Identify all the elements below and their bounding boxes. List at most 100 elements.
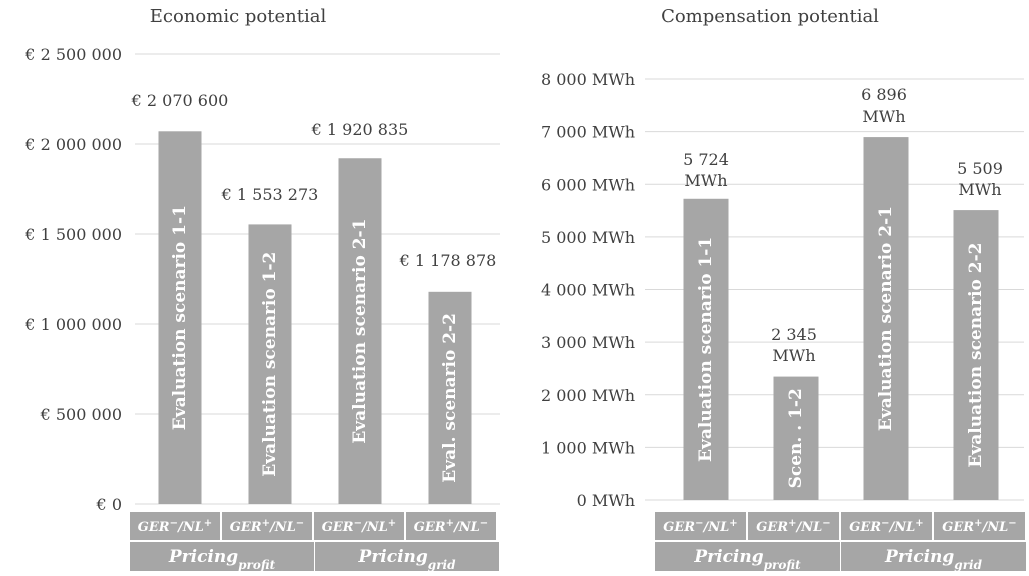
y-tick-label: 0 MWh <box>577 491 635 510</box>
bar <box>158 131 202 505</box>
category-mid: /NL <box>981 520 1009 535</box>
category-box <box>222 512 312 540</box>
category-sup-2: − <box>480 518 488 529</box>
y-tick-label: 6 000 MWh <box>541 175 635 194</box>
data-label-unit: MWh <box>862 107 905 126</box>
category-label: GER−/NL+ <box>138 518 212 536</box>
group-base: Pricing <box>358 547 428 567</box>
group-sub: grid <box>428 558 456 571</box>
data-label: € 2 070 600 <box>131 91 229 110</box>
category-sup-1: − <box>695 518 703 529</box>
data-label-unit: MWh <box>684 171 727 190</box>
category-mid: /NL <box>268 520 296 535</box>
y-tick-label: € 500 000 <box>40 405 122 424</box>
group-box <box>841 542 1026 571</box>
category-box <box>841 512 932 540</box>
group-box <box>130 542 314 571</box>
y-tick-label: € 1 000 000 <box>24 315 122 334</box>
group-box <box>655 542 840 571</box>
category-mid: /NL <box>452 520 480 535</box>
group-label: Pricinggrid <box>358 547 457 571</box>
category-mid: /NL <box>360 520 388 535</box>
y-tick-label: 5 000 MWh <box>541 228 635 247</box>
data-label-unit: MWh <box>772 346 815 365</box>
group-sub: grid <box>954 558 982 571</box>
category-sup-1: + <box>788 518 796 529</box>
category-box <box>130 512 220 540</box>
bar-inner-label: Evaluation scenario 2-1 <box>876 206 896 431</box>
category-sup-1: − <box>354 518 362 529</box>
data-label: € 1 178 878 <box>399 251 497 270</box>
data-label-value: 2 345 <box>771 325 817 344</box>
group-sub: profit <box>238 558 275 571</box>
y-tick-label: € 0 <box>96 495 122 514</box>
bar-inner-label: Evaluation scenario 1-2 <box>260 252 280 477</box>
category-base: GER <box>942 520 974 535</box>
category-label: GER+/NL− <box>414 518 488 536</box>
y-tick-label: 2 000 MWh <box>541 386 635 405</box>
y-tick-label: 8 000 MWh <box>541 70 635 89</box>
chart-economic: Economic potential € 0 € 500 000 € 1 000 00… <box>24 6 500 572</box>
chart-title: Economic potential <box>150 6 327 27</box>
bar <box>953 210 999 501</box>
category-base: GER <box>322 520 354 535</box>
category-label: GER−/NL+ <box>663 518 737 536</box>
category-sup-1: + <box>446 518 454 529</box>
category-sup-2: + <box>204 518 212 529</box>
bar-inner-label: Evaluation scenario 1-1 <box>170 205 190 430</box>
group-base: Pricing <box>884 547 954 567</box>
category-sup-2: + <box>729 518 737 529</box>
category-label: GER+/NL− <box>230 518 304 536</box>
category-label: GER+/NL− <box>756 518 830 536</box>
category-sup-1: + <box>974 518 982 529</box>
category-mid: /NL <box>795 520 823 535</box>
category-base: GER <box>230 520 262 535</box>
category-base: GER <box>663 520 695 535</box>
y-tick-label: € 1 500 000 <box>24 225 122 244</box>
category-mid: /NL <box>176 520 204 535</box>
category-sup-2: − <box>822 518 830 529</box>
category-sup-2: − <box>296 518 304 529</box>
group-base: Pricing <box>693 547 763 567</box>
category-label: GER+/NL− <box>942 518 1016 536</box>
bar <box>428 291 472 504</box>
bar-inner-label: Scen. . 1-2 <box>786 388 806 488</box>
chart-compensation: Compensation potential 0 MWh 1 000 MWh 2 00… <box>541 6 1026 572</box>
y-tick-label: 1 000 MWh <box>541 438 635 457</box>
category-base: GER <box>138 520 170 535</box>
bar-inner-label: Eval. scenario 2-2 <box>440 313 460 483</box>
category-box <box>314 512 404 540</box>
category-box <box>748 512 839 540</box>
group-sub: profit <box>764 558 801 571</box>
category-sup-2: + <box>915 518 923 529</box>
group-base: Pricing <box>168 547 238 567</box>
category-base: GER <box>756 520 788 535</box>
data-label-unit: MWh <box>958 180 1001 199</box>
category-sup-2: − <box>1008 518 1016 529</box>
data-label-value: 5 724 <box>683 150 729 169</box>
group-label: Pricinggrid <box>884 547 983 571</box>
category-base: GER <box>849 520 881 535</box>
category-box <box>406 512 496 540</box>
bar <box>773 376 819 500</box>
category-sup-1: + <box>262 518 270 529</box>
chart-title: Compensation potential <box>661 6 879 27</box>
bar <box>863 137 909 500</box>
data-label: € 1 920 835 <box>311 120 409 139</box>
data-label-value: 5 509 <box>957 159 1003 178</box>
category-sup-2: + <box>388 518 396 529</box>
bar <box>683 198 729 500</box>
category-base: GER <box>414 520 446 535</box>
group-label: Pricingprofit <box>168 547 276 571</box>
bar-inner-label: Evaluation scenario 1-1 <box>696 237 716 462</box>
category-box <box>934 512 1025 540</box>
category-sup-1: − <box>881 518 889 529</box>
category-mid: /NL <box>888 520 916 535</box>
bar-inner-label: Evaluation scenario 2-1 <box>350 219 370 444</box>
group-label: Pricingprofit <box>693 547 801 571</box>
data-label: € 1 553 273 <box>221 185 319 204</box>
category-label: GER−/NL+ <box>849 518 923 536</box>
y-tick-label: € 2 500 000 <box>24 45 122 64</box>
